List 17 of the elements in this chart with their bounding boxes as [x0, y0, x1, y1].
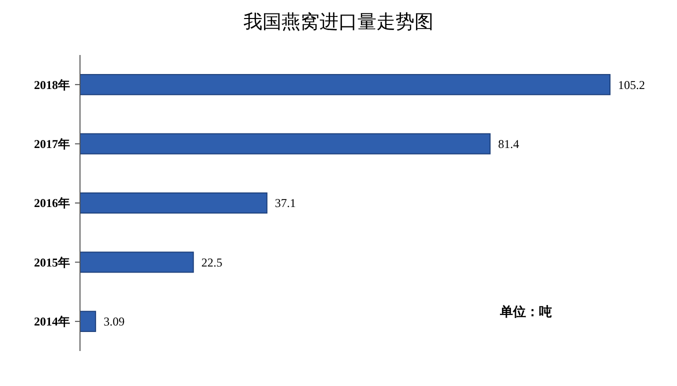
y-tick-label: 2014年 — [34, 314, 70, 329]
y-tick-label: 2016年 — [34, 196, 70, 210]
y-tick-label: 2015年 — [34, 255, 70, 270]
data-label: 22.5 — [201, 255, 222, 270]
bar — [80, 133, 491, 154]
bar — [80, 192, 268, 214]
bar — [80, 74, 610, 96]
y-tick-label: 2018年 — [34, 78, 70, 92]
data-label: 105.2 — [618, 78, 645, 92]
chart-title: 我国燕窝进口量走势图 — [244, 11, 434, 33]
annotation: 单位：吨 — [499, 304, 552, 319]
data-label: 3.09 — [104, 314, 125, 329]
bar — [80, 252, 194, 273]
data-label: 37.1 — [274, 196, 296, 210]
bar — [80, 310, 96, 332]
y-tick-label: 2017年 — [34, 137, 70, 151]
data-label: 81.4 — [498, 137, 520, 151]
